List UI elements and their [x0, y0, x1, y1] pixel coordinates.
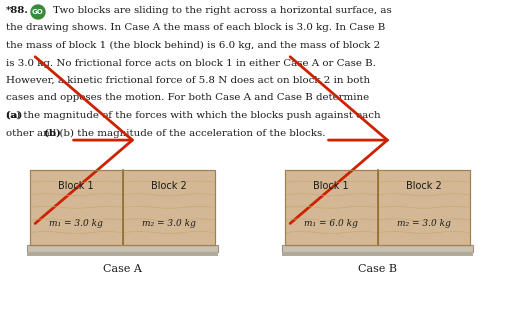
Text: m₁ = 3.0 kg: m₁ = 3.0 kg [49, 219, 103, 228]
Bar [30, 170, 215, 245]
Text: m₂ = 3.0 kg: m₂ = 3.0 kg [142, 219, 196, 228]
Text: (b): (b) [44, 128, 61, 138]
Text: Case B: Case B [358, 264, 397, 274]
Text: Block 1: Block 1 [313, 181, 349, 191]
Text: is 3.0 kg. No frictional force acts on block 1 in either Case A or Case B.: is 3.0 kg. No frictional force acts on b… [6, 58, 376, 68]
Text: *88.: *88. [6, 6, 29, 15]
Text: Block 2: Block 2 [406, 181, 442, 191]
Text: However, a kinetic frictional force of 5.8 N does act on block 2 in both: However, a kinetic frictional force of 5… [6, 76, 370, 85]
Text: (a) the magnitude of the forces with which the blocks push against each: (a) the magnitude of the forces with whi… [6, 111, 381, 120]
Bar [123, 170, 215, 245]
Circle shape [31, 5, 45, 19]
Bar [377, 170, 470, 245]
Bar [285, 170, 470, 245]
Text: m₁ = 6.0 kg: m₁ = 6.0 kg [304, 219, 358, 228]
Text: GO: GO [32, 9, 44, 15]
Bar [30, 170, 123, 245]
Text: the mass of block 1 (the block behind) is 6.0 kg, and the mass of block 2: the mass of block 1 (the block behind) i… [6, 41, 380, 50]
Text: cases and opposes the motion. For both Case A and Case B determine: cases and opposes the motion. For both C… [6, 94, 369, 102]
Text: Case A: Case A [103, 264, 142, 274]
Text: Block 2: Block 2 [151, 181, 187, 191]
Bar [285, 170, 377, 245]
Bar [282, 245, 473, 252]
Text: m₂ = 3.0 kg: m₂ = 3.0 kg [397, 219, 450, 228]
Bar [282, 252, 473, 256]
Text: Two blocks are sliding to the right across a horizontal surface, as: Two blocks are sliding to the right acro… [53, 6, 392, 15]
Text: the drawing shows. In Case A the mass of each block is 3.0 kg. In Case B: the drawing shows. In Case A the mass of… [6, 24, 385, 33]
Text: (a): (a) [6, 111, 22, 120]
Text: other and (b) the magnitude of the acceleration of the blocks.: other and (b) the magnitude of the accel… [6, 128, 326, 138]
Bar [27, 252, 218, 256]
Bar [27, 245, 218, 252]
Text: Block 1: Block 1 [58, 181, 94, 191]
